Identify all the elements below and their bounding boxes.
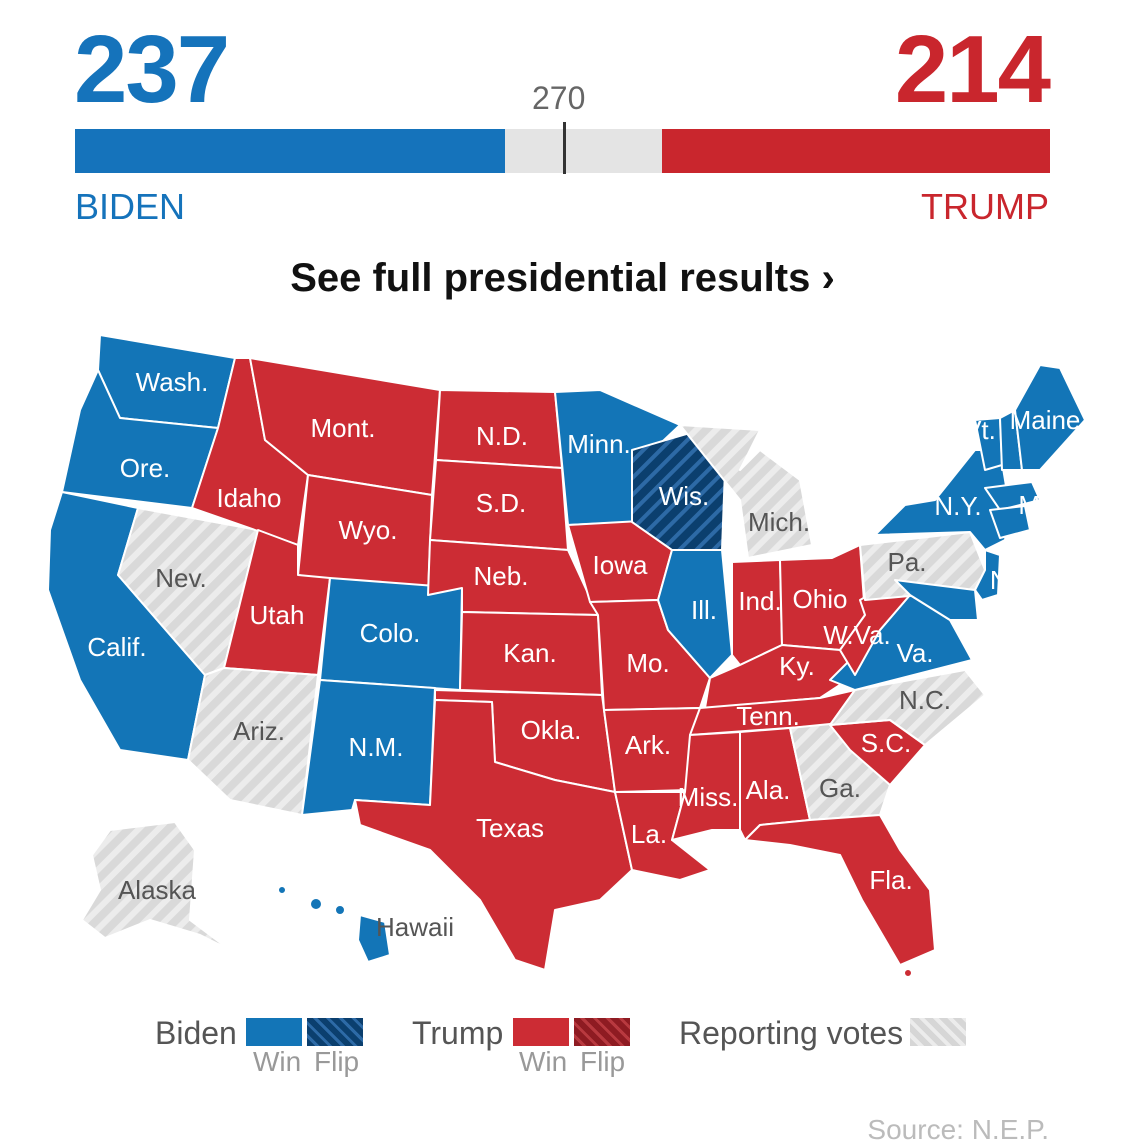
legend-biden-flip-swatch	[307, 1018, 363, 1046]
threshold-label: 270	[532, 80, 586, 116]
state-label-idaho: Idaho	[216, 483, 281, 513]
biden-progress-bar	[75, 129, 505, 173]
state-label-nc: N.C.	[899, 685, 951, 715]
state-label-tenn: Tenn.	[736, 701, 800, 731]
state-hi[interactable]	[277, 885, 391, 963]
legend-trump-win-label: Win	[519, 1046, 568, 1077]
legend-biden-win-label: Win	[253, 1046, 302, 1077]
state-ct[interactable]	[989, 505, 1031, 539]
legend-trump-flip-swatch	[574, 1018, 630, 1046]
legend-biden-win-swatch	[246, 1018, 302, 1046]
state-label-wva: W.Va.	[823, 620, 890, 650]
full-results-link[interactable]: See full presidential results ›	[290, 256, 835, 300]
threshold-marker	[563, 122, 567, 174]
state-ny[interactable]	[874, 449, 1011, 551]
state-label-okla: Okla.	[521, 715, 582, 745]
state-label-vt: Vt.	[964, 415, 996, 445]
trump-progress-bar	[662, 129, 1050, 173]
source-note: Source: N.E.P.	[867, 1114, 1049, 1145]
legend-trump-win-swatch	[513, 1018, 569, 1046]
state-label-texas: Texas	[476, 813, 544, 843]
state-me[interactable]	[1014, 364, 1086, 471]
state-label-maine: Maine	[1010, 405, 1081, 435]
state-label-mo: Mo.	[626, 648, 669, 678]
biden-electoral-count: 237	[74, 16, 230, 123]
state-mi[interactable]	[679, 424, 813, 559]
biden-label: BIDEN	[75, 186, 186, 227]
state-label-ind: Ind.	[738, 586, 781, 616]
trump-electoral-count: 214	[894, 16, 1051, 123]
undecided-bar	[504, 129, 663, 173]
state-label-fla: Fla.	[869, 865, 912, 895]
state-label-nj: N.J.	[990, 565, 1036, 595]
state-label-wyo: Wyo.	[339, 515, 398, 545]
state-az[interactable]	[187, 667, 319, 816]
state-ak[interactable]	[81, 821, 231, 951]
state-label-mont: Mont.	[310, 413, 375, 443]
state-ma[interactable]	[984, 481, 1041, 511]
state-label-ark: Ark.	[625, 730, 671, 760]
state-label-iowa: Iowa	[593, 550, 648, 580]
state-label-alaska: Alaska	[118, 875, 197, 905]
state-label-sd: S.D.	[476, 488, 527, 518]
state-label-la: La.	[631, 819, 667, 849]
legend-trump-label: Trump	[412, 1015, 504, 1051]
state-tx[interactable]	[354, 699, 633, 971]
state-label-va: Va.	[896, 638, 933, 668]
state-label-minn: Minn.	[567, 429, 631, 459]
state-label-neb: Neb.	[474, 561, 529, 591]
state-label-calif: Calif.	[87, 632, 146, 662]
state-label-ill: Ill.	[691, 595, 717, 625]
state-label-nd: N.D.	[476, 421, 528, 451]
state-label-sc: S.C.	[861, 728, 912, 758]
state-label-ga: Ga.	[819, 773, 861, 803]
state-label-wash: Wash.	[136, 367, 209, 397]
legend-biden-flip-label: Flip	[314, 1046, 360, 1077]
state-fl[interactable]	[744, 814, 936, 966]
state-label-wis: Wis.	[659, 481, 710, 511]
state-label-utah: Utah	[250, 600, 305, 630]
legend-biden-label: Biden	[155, 1015, 237, 1051]
state-label-pa: Pa.	[887, 547, 926, 577]
state-label-miss: Miss.	[678, 782, 739, 812]
state-nj[interactable]	[974, 549, 1001, 601]
state-label-kan: Kan.	[503, 638, 557, 668]
state-labels: Wash. Ore. Calif. Nev. Idaho Mont. Wyo. Utah Ari…	[87, 367, 1087, 942]
legend-trump-flip-label: Flip	[580, 1046, 626, 1077]
state-nc[interactable]	[829, 669, 986, 746]
legend-reporting-swatch	[910, 1018, 966, 1046]
state-label-mass: Mass.	[1018, 490, 1087, 520]
keys-marker	[903, 968, 913, 978]
trump-label: TRUMP	[921, 186, 1049, 227]
state-label-ohio: Ohio	[793, 584, 848, 614]
state-label-mich: Mich.	[748, 507, 810, 537]
state-label-ny: N.Y.	[934, 491, 981, 521]
us-results-map: Wash. Ore. Calif. Nev. Idaho Mont. Wyo. Utah Ari…	[47, 334, 1088, 978]
state-md[interactable]	[894, 579, 979, 621]
state-label-ala: Ala.	[746, 775, 791, 805]
state-label-ore: Ore.	[120, 453, 171, 483]
state-label-hawaii: Hawaii	[376, 912, 454, 942]
state-label-nm: N.M.	[349, 732, 404, 762]
state-label-ariz: Ariz.	[233, 716, 285, 746]
state-label-nev: Nev.	[155, 563, 207, 593]
state-label-colo: Colo.	[360, 618, 421, 648]
state-label-ky: Ky.	[779, 651, 815, 681]
legend-reporting-label: Reporting votes	[679, 1015, 904, 1051]
